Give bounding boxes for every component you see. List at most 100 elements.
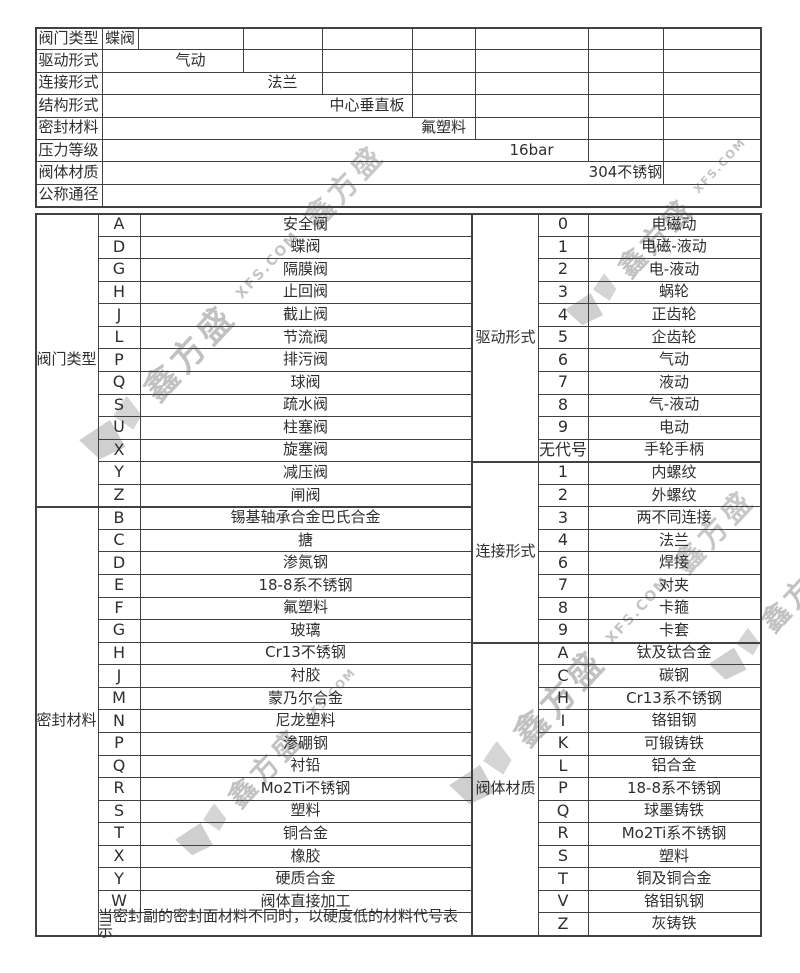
code-cell: C <box>113 530 125 550</box>
code-cell: Y <box>114 868 124 888</box>
code-cell: 1 <box>557 236 569 256</box>
row-line <box>98 574 473 575</box>
row-line <box>98 619 473 621</box>
desc-cell: 18-8系不锈钢 <box>258 575 353 594</box>
code-cell: 9 <box>557 417 569 437</box>
code-cell: S <box>113 394 125 414</box>
row-line <box>538 912 762 914</box>
desc-cell: 手轮手柄 <box>643 440 704 459</box>
spec-row-value: 中心垂直板 <box>329 95 405 114</box>
code-cell: V <box>557 891 569 911</box>
row-line <box>538 235 762 237</box>
row-line <box>35 161 762 163</box>
desc-cell: 排污阀 <box>282 350 328 369</box>
desc-cell: 旋塞阀 <box>282 440 328 459</box>
code-cell: 0 <box>557 214 569 234</box>
code-cell: S <box>113 800 125 820</box>
table-border-right <box>760 27 762 208</box>
code-cell: 8 <box>557 394 569 414</box>
group-label: 密封材料 <box>36 711 97 730</box>
code-cell: E <box>113 575 125 595</box>
row-line <box>98 754 473 756</box>
row-line <box>538 258 762 260</box>
desc-cell: 气-液动 <box>648 395 700 414</box>
row-line <box>538 280 762 282</box>
row-line <box>538 348 762 350</box>
row-line <box>98 528 473 530</box>
row-line <box>98 596 473 598</box>
desc-cell: 蒙乃尔合金 <box>267 688 343 707</box>
desc-cell: 卡套 <box>658 620 689 639</box>
desc-cell: 焊接 <box>658 553 689 572</box>
desc-cell: 球墨铸铁 <box>643 801 704 820</box>
row-line <box>538 754 762 756</box>
desc-cell: 铜及铜合金 <box>636 869 712 888</box>
row-line <box>98 325 473 327</box>
desc-cell: 减压阀 <box>282 462 328 481</box>
desc-cell: 疏水阀 <box>282 395 328 414</box>
table-border-top <box>473 213 762 215</box>
row-line <box>35 94 762 96</box>
row-line <box>538 619 762 621</box>
desc-cell: 可锻铸铁 <box>643 733 704 752</box>
row-line <box>98 370 473 372</box>
section-divider <box>473 641 762 644</box>
row-line <box>538 574 762 575</box>
desc-cell: 柱塞阀 <box>282 417 328 436</box>
code-cell: T <box>114 823 124 843</box>
desc-cell: 对夹 <box>658 575 689 594</box>
row-line <box>538 664 762 666</box>
row-line <box>98 731 473 733</box>
row-line <box>35 71 762 73</box>
code-cell: F <box>114 597 124 617</box>
row-line <box>538 370 762 372</box>
code-cell: U <box>113 417 125 437</box>
desc-cell: 碳钢 <box>658 666 689 685</box>
desc-cell: 搪 <box>297 530 313 549</box>
desc-cell: 正齿轮 <box>651 305 697 324</box>
desc-cell: 尼龙塑料 <box>275 711 336 730</box>
desc-cell: 锡基轴承合金巴氏合金 <box>230 508 381 527</box>
code-cell: 6 <box>557 349 569 369</box>
row-line <box>35 138 762 140</box>
desc-cell: 球阀 <box>290 372 321 391</box>
group-label: 阀体材质 <box>475 778 536 797</box>
spec-row-value: 蝶阀 <box>104 28 135 47</box>
row-line <box>538 596 762 598</box>
code-cell: 9 <box>557 620 569 640</box>
row-line <box>98 912 473 914</box>
desc-cell: 电-液动 <box>648 259 700 278</box>
code-cell: R <box>557 823 569 843</box>
code-cell: 8 <box>557 597 569 617</box>
desc-cell: 塑料 <box>658 846 689 865</box>
code-cell: Q <box>112 372 126 392</box>
code-cell: P <box>114 733 124 753</box>
row-line <box>35 183 762 185</box>
desc-cell: 蜗轮 <box>658 282 689 301</box>
code-cell: T <box>558 868 568 888</box>
staircase-line <box>322 27 323 95</box>
row-line <box>98 889 473 891</box>
code-cell: 1 <box>557 462 569 482</box>
code-cell: 3 <box>557 281 569 301</box>
table-border-left <box>35 213 37 937</box>
section-divider <box>35 506 473 509</box>
code-cell: A <box>113 214 125 234</box>
spec-row-label: 密封材料 <box>38 118 99 137</box>
desc-cell: 衬铅 <box>290 756 321 775</box>
code-cell: 2 <box>557 259 569 279</box>
desc-cell: 止回阀 <box>282 282 328 301</box>
spec-row-label: 阀体材质 <box>38 162 99 181</box>
desc-cell: 塑料 <box>290 801 321 820</box>
code-cell: H <box>112 642 126 662</box>
code-cell: N <box>113 710 125 730</box>
code-cell: L <box>114 327 124 347</box>
code-cell: R <box>113 778 125 798</box>
desc-cell: 隔膜阀 <box>282 259 328 278</box>
desc-cell: 电磁动 <box>651 214 697 233</box>
desc-cell: 渗氮钢 <box>282 553 328 572</box>
desc-cell: 玻璃 <box>290 620 321 639</box>
desc-cell: 电动 <box>658 417 689 436</box>
desc-cell: 两不同连接 <box>636 508 712 527</box>
